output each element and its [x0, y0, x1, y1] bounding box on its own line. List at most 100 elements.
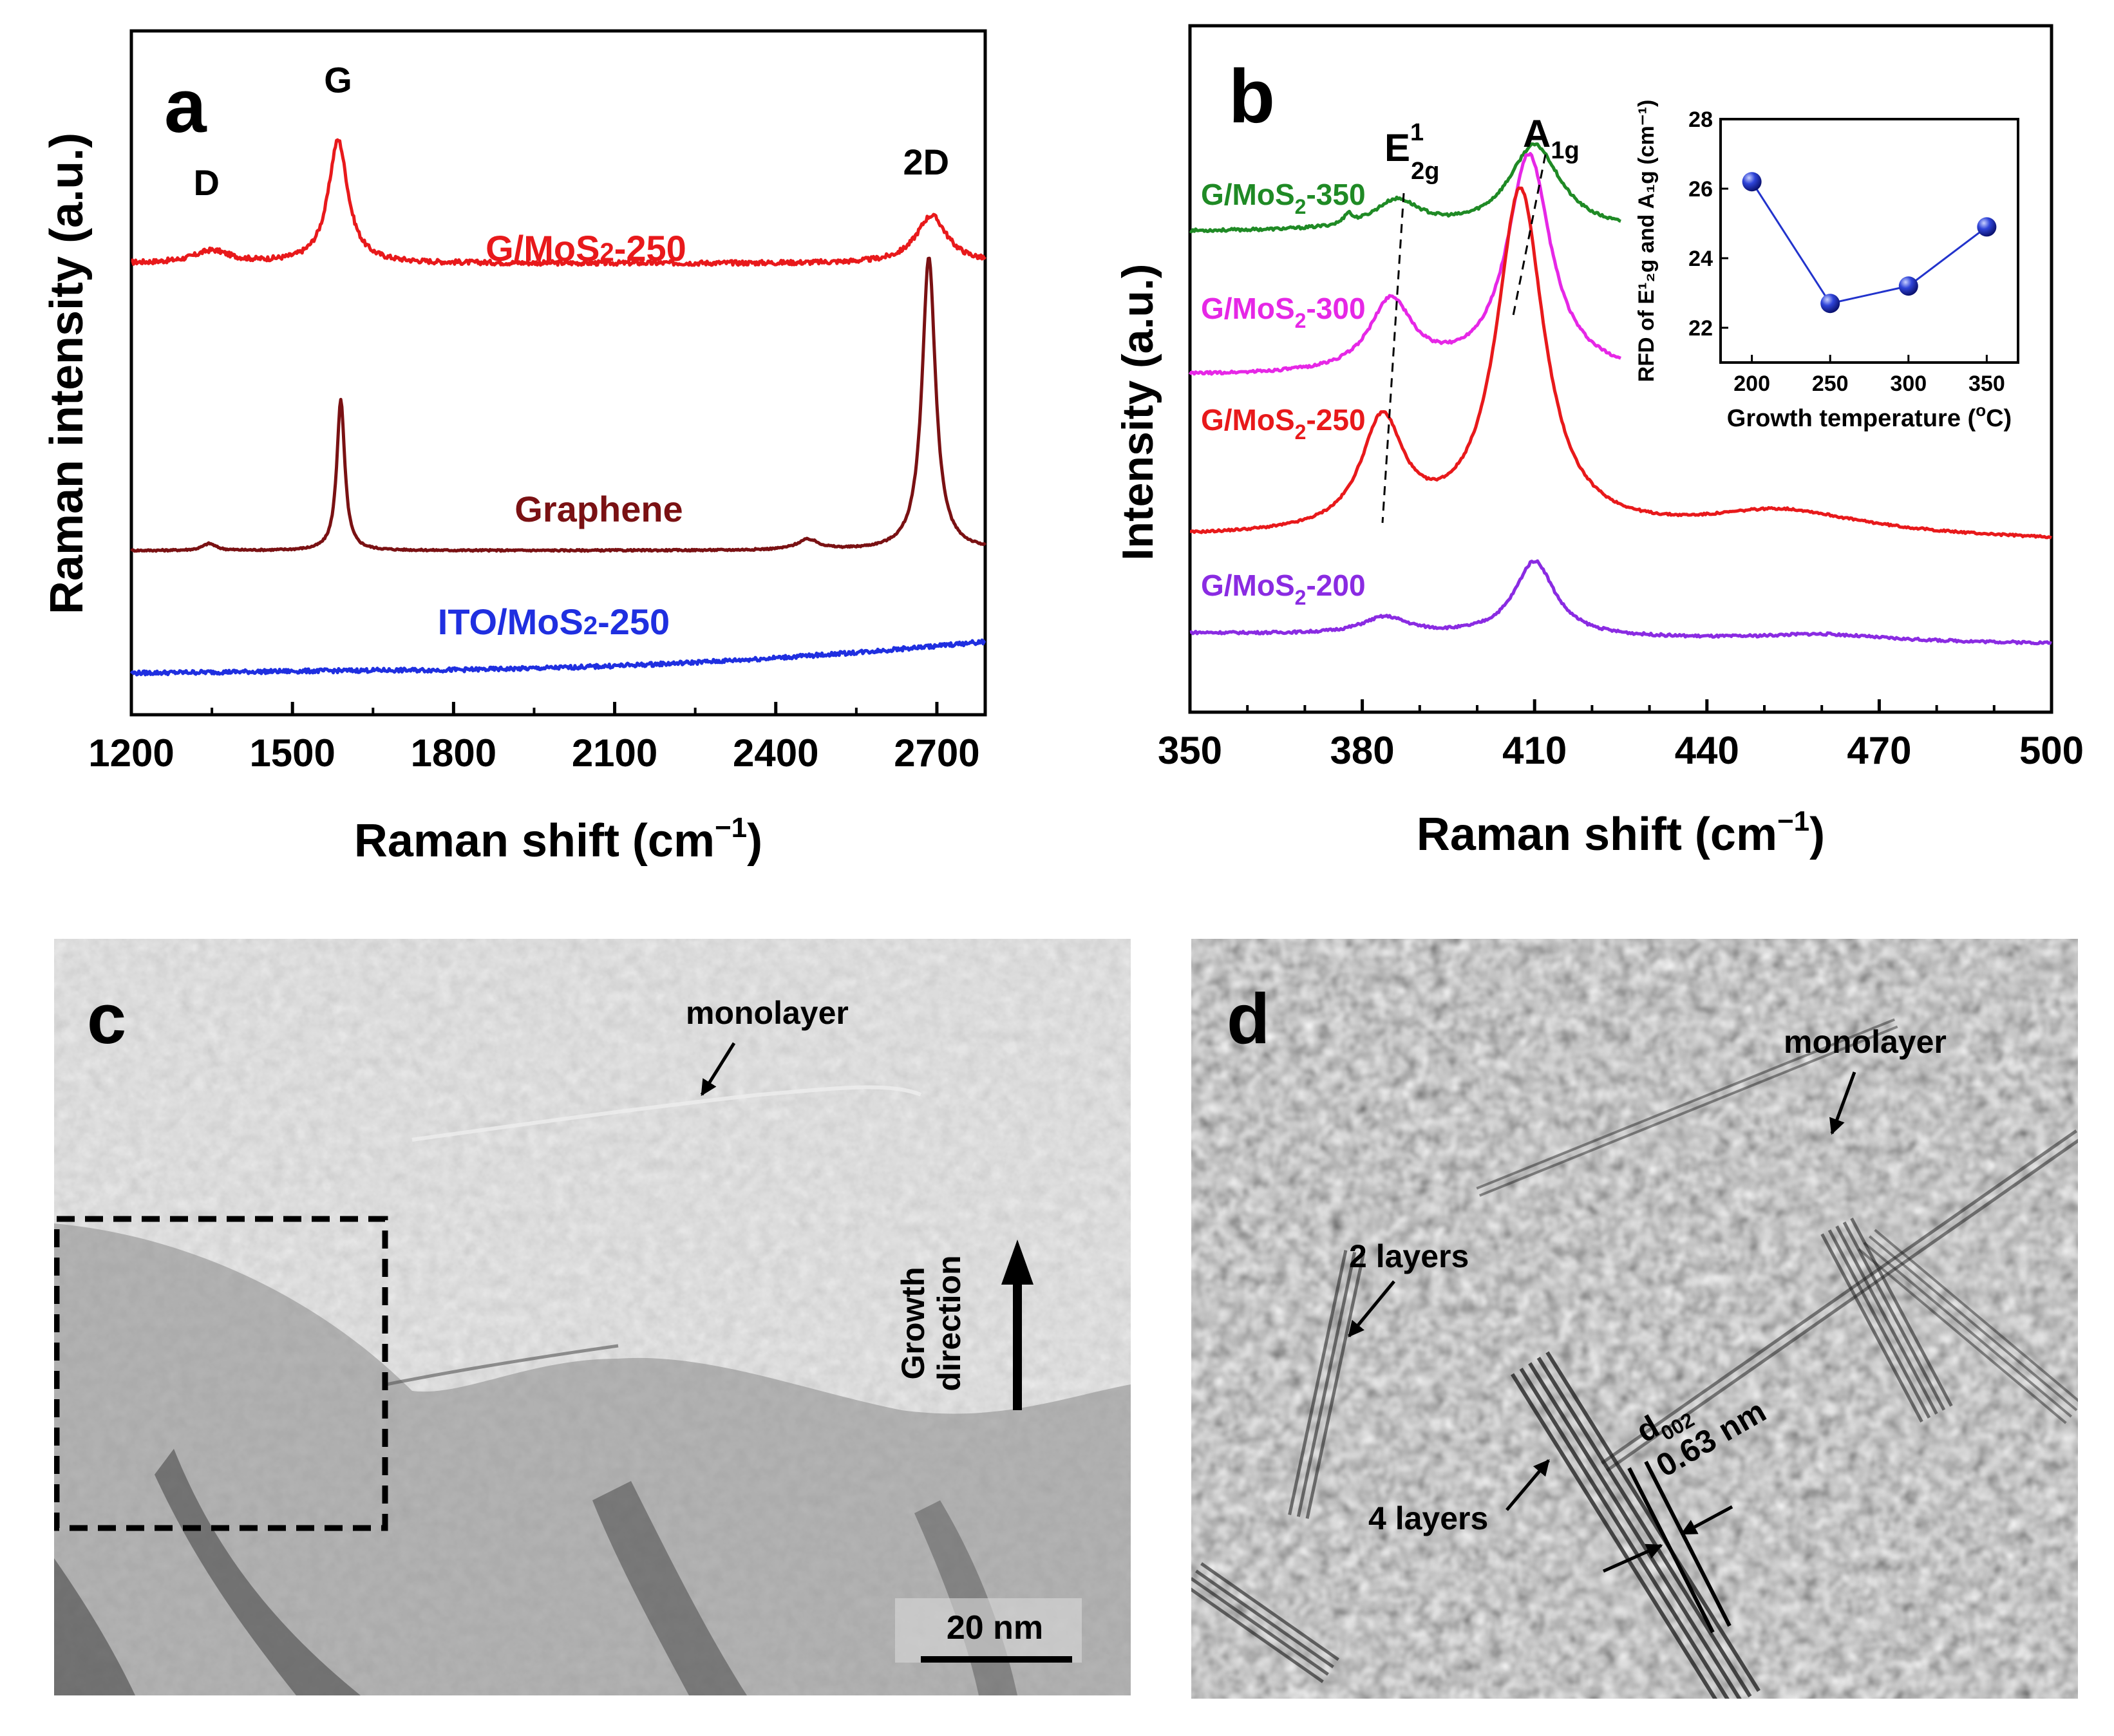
- lattice-fringe: [1858, 1248, 2067, 1424]
- inset-x-tick-label: 250: [1812, 372, 1849, 396]
- panel-a-series-label: G/MoS2-250: [486, 228, 686, 269]
- panel-a-series-labels: G/MoS2-250 Graphene ITO/MoS2-250: [438, 228, 686, 642]
- panel-a-y-axis-label: Raman intensity (a.u.): [41, 133, 93, 614]
- panel-a-x-tick-label: 1800: [411, 731, 496, 775]
- panel-c-letter: c: [87, 979, 126, 1059]
- panel-d-4layers-arrow: [1505, 1459, 1550, 1511]
- inset-x-tick-label: 350: [1968, 372, 2005, 396]
- lattice-fringe: [1827, 1229, 1931, 1419]
- panel-c-flake-dark-1: [155, 1449, 361, 1695]
- lattice-fringe-set: [1858, 1229, 2078, 1424]
- panel-a-series-label: Graphene: [514, 489, 683, 529]
- panel-b-letter: b: [1229, 54, 1275, 139]
- panel-a-series-line: [131, 138, 986, 267]
- inset-data-point: [1820, 294, 1840, 314]
- panel-b-x-tick-label: 500: [2019, 729, 2084, 772]
- panel-c-growth-arrow-head: [1001, 1240, 1033, 1285]
- panel-a-frame: [129, 29, 987, 717]
- panel-a-series-line: [129, 638, 986, 677]
- panel-a-series-label: ITO/MoS2-250: [438, 601, 670, 642]
- panel-b-series-line: [1189, 142, 1621, 234]
- lattice-fringe: [1835, 1225, 1938, 1415]
- lattice-fringe: [1195, 1569, 1334, 1668]
- inset-frame: [1719, 118, 2019, 364]
- panel-a-raman-chart: 1200 1500 1800 2100 2400 2700 D G 2D G/MoS2-250…: [41, 29, 987, 867]
- inset-y-tick-label: 26: [1688, 177, 1713, 202]
- panel-d-hrtem-image: d monolayer 2 layers 4 layers d002 0.63 …: [1191, 939, 2078, 1699]
- panel-c-fold-line: [386, 1344, 619, 1386]
- lattice-fringe-set: [1511, 1351, 1760, 1699]
- lattice-fringe: [1191, 1577, 1329, 1676]
- panel-c-monolayer-edge: [411, 1085, 922, 1142]
- lattice-fringe-set: [1820, 1217, 1953, 1423]
- panel-c-flake-dark-2: [592, 1481, 747, 1695]
- panel-d-spacing-line-1: [1627, 1467, 1715, 1634]
- inset-connecting-line: [1751, 181, 1988, 305]
- panel-c-monolayer-arrow: [700, 1042, 736, 1097]
- panel-a-x-tick-label: 2100: [572, 731, 657, 775]
- panel-b-series-line: [1188, 152, 1621, 376]
- panel-b-x-tick-label: 470: [1847, 729, 1911, 772]
- panel-b-x-tick-label: 410: [1502, 729, 1567, 772]
- inset-x-axis-label: Growth temperature (oC): [1727, 401, 2012, 432]
- panel-b-y-axis-label: Intensity (a.u.): [1113, 264, 1162, 561]
- inset-y-tick-label: 22: [1688, 316, 1713, 341]
- lattice-fringe: [1305, 1253, 1365, 1519]
- panel-d-monolayer-arrow: [1829, 1071, 1856, 1135]
- panel-c-tem-image: monolayer Growthdirection 20 nm c: [54, 939, 1131, 1695]
- panel-d-spacing-line-2: [1644, 1460, 1732, 1627]
- a1g-peak-label: A1g: [1523, 112, 1580, 164]
- inset-tick-labels: 200 250 300 350 22 24 26 28: [1688, 108, 2005, 396]
- lattice-fringe: [1476, 1018, 1896, 1190]
- panel-c-growth-label: Growthdirection: [895, 1255, 967, 1391]
- lattice-fringe: [1288, 1250, 1348, 1516]
- panel-c-monolayer-label: monolayer: [686, 995, 849, 1031]
- lattice-fringe: [1874, 1229, 2078, 1405]
- panel-a-x-tick-labels: 1200 1500 1800 2100 2400 2700: [88, 731, 979, 775]
- lattice-fringe: [1519, 1367, 1735, 1699]
- panel-c-zoom-box: [54, 1216, 388, 1531]
- panel-d-2layers-label: 2 layers: [1349, 1238, 1469, 1274]
- lattice-fringe: [1820, 1233, 1923, 1423]
- panel-b-series: [1188, 142, 2052, 646]
- lattice-fringe: [1200, 1562, 1339, 1661]
- panel-b-inset-chart: 200 250 300 350 22 24 26 28 Growth temperature …: [1634, 100, 2019, 432]
- panel-a-x-tick-label: 2700: [894, 731, 979, 775]
- panel-a-series: [129, 138, 987, 677]
- panel-b-series-line: [1189, 186, 2052, 540]
- panel-c-flake-region: [54, 1223, 1131, 1695]
- panel-b-x-tick-labels: 350 380 410 440 470 500: [1158, 729, 2084, 772]
- panel-a-x-ticks: [129, 702, 939, 715]
- panel-b-series-line: [1189, 559, 2052, 646]
- e2g-peak-label: E1 2g: [1384, 119, 1440, 185]
- panel-a-peak-label: G: [324, 60, 352, 100]
- lattice-fringe: [1869, 1235, 2078, 1411]
- panel-b-raman-chart: 350 380 410 440 470 500 G/MoS2-350G/MoS2-300G…: [1113, 24, 2084, 860]
- panel-b-series-label: G/MoS2-200: [1201, 569, 1366, 609]
- panel-a-letter: a: [164, 64, 207, 149]
- panel-d-letter: d: [1227, 979, 1270, 1059]
- panel-a-series-line: [130, 256, 987, 553]
- lattice-fringe: [1600, 1129, 2078, 1465]
- panel-b-series-label: G/MoS2-250: [1201, 403, 1366, 444]
- panel-d-lattice-fringes: [1191, 1018, 2078, 1699]
- panel-b-series-label: G/MoS2-300: [1201, 292, 1366, 332]
- lattice-fringe: [1842, 1222, 1946, 1411]
- panel-d-4layers-label: 4 layers: [1368, 1500, 1488, 1536]
- panel-a-x-tick-label: 1200: [88, 731, 174, 775]
- panel-b-series-label: G/MoS2-350: [1201, 178, 1366, 218]
- lattice-fringe: [1528, 1362, 1743, 1699]
- lattice-fringe-set: [1476, 1018, 1898, 1197]
- e2g-guide-line: [1381, 193, 1405, 524]
- inset-ticks: [1721, 118, 1988, 363]
- lattice-fringe: [1296, 1252, 1357, 1517]
- inset-data-point: [1977, 217, 1997, 237]
- panel-b-frame: [1188, 24, 2053, 714]
- inset-data-point: [1898, 276, 1918, 296]
- lattice-fringe-set: [1288, 1250, 1365, 1519]
- panel-d-spacing-arrow-left: [1602, 1543, 1663, 1573]
- panel-b-x-ticks: [1188, 699, 2053, 712]
- inset-x-tick-label: 300: [1890, 372, 1927, 396]
- lattice-fringe: [1191, 1584, 1324, 1683]
- panel-d-spacing-arrow-right: [1680, 1505, 1733, 1536]
